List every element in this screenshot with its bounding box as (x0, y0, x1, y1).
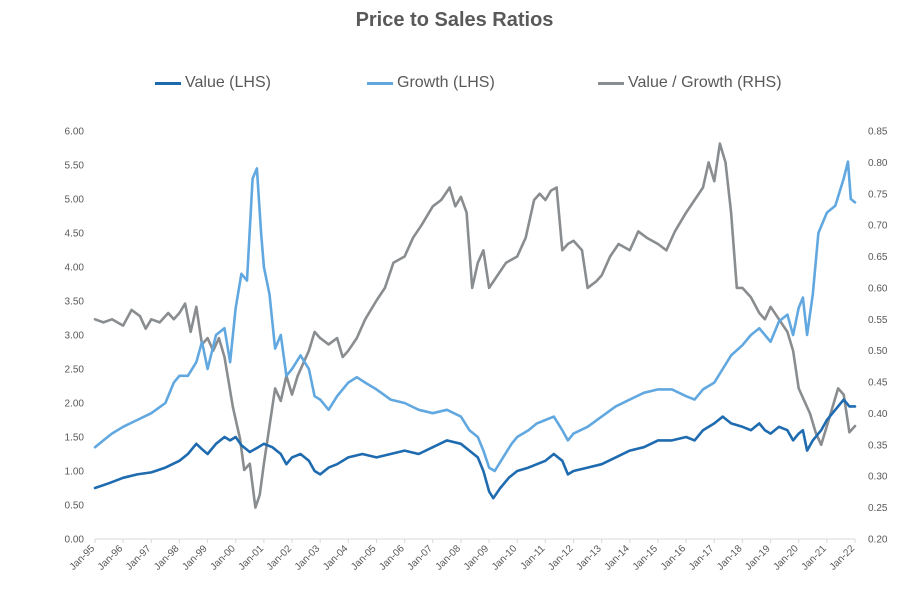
y-right-tick-label: 0.35 (868, 440, 888, 451)
y-right-tick-label: 0.30 (868, 472, 888, 483)
x-tick-label: Jan-14 (603, 543, 633, 573)
x-tick-label: Jan-06 (377, 543, 407, 573)
y-right-tick-label: 0.40 (868, 409, 888, 420)
x-tick-label: Jan-95 (68, 543, 98, 573)
y-right-tick-label: 0.50 (868, 346, 888, 357)
y-left-tick-label: 3.50 (65, 297, 85, 308)
y-right-tick-label: 0.65 (868, 252, 888, 263)
legend-label-ratio: Value / Growth (RHS) (628, 74, 782, 91)
y-right-tick-label: 0.55 (868, 315, 888, 326)
x-tick-label: Jan-16 (659, 543, 689, 573)
series-line-value (93, 398, 857, 500)
x-tick-label: Jan-00 (208, 543, 238, 573)
x-tick-label: Jan-08 (434, 543, 464, 573)
y-left-tick-label: 0.50 (65, 501, 85, 512)
legend-item-value: Value (LHS) (155, 74, 271, 92)
x-tick-label: Jan-07 (405, 543, 435, 573)
x-tick-label: Jan-01 (237, 543, 267, 573)
x-tick-label: Jan-13 (574, 543, 604, 573)
series-line-ratio (93, 142, 857, 509)
legend-item-ratio: Value / Growth (RHS) (598, 74, 782, 92)
x-tick-label: Jan-99 (180, 543, 210, 573)
y-right-tick-label: 0.70 (868, 221, 888, 232)
legend-swatch-growth (367, 81, 393, 85)
y-right-tick-label: 0.60 (868, 283, 888, 294)
legend-label-growth: Growth (LHS) (397, 74, 495, 91)
x-tick-label: Jan-11 (519, 543, 548, 572)
legend-label-value: Value (LHS) (185, 74, 271, 91)
legend-item-growth: Growth (LHS) (367, 74, 495, 92)
y-left-tick-label: 3.00 (65, 331, 85, 342)
x-tick-label: Jan-03 (293, 543, 323, 573)
legend-swatch-ratio (598, 81, 624, 85)
x-tick-label: Jan-17 (687, 543, 717, 573)
x-tick-label: Jan-02 (265, 543, 295, 573)
y-left-tick-label: 0.00 (65, 535, 85, 546)
y-left-tick-label: 2.00 (65, 399, 85, 410)
x-tick-label: Jan-15 (631, 543, 661, 573)
legend-swatch-value (155, 81, 181, 85)
x-tick-label: Jan-19 (743, 543, 773, 573)
x-tick-label: Jan-98 (152, 543, 182, 573)
y-left-tick-label: 5.50 (65, 161, 85, 172)
y-left-tick-label: 6.00 (65, 127, 85, 138)
x-tick-label: Jan-20 (771, 543, 801, 573)
y-right-tick-label: 0.85 (868, 127, 888, 138)
x-tick-label: Jan-96 (96, 543, 126, 573)
x-tick-label: Jan-05 (349, 543, 379, 573)
x-tick-label: Jan-22 (828, 543, 858, 573)
y-left-tick-label: 1.50 (65, 433, 85, 444)
y-left-tick-label: 1.00 (65, 467, 85, 478)
y-left-tick-label: 2.50 (65, 365, 85, 376)
chart-title: Price to Sales Ratios (355, 9, 554, 31)
y-right-tick-label: 0.80 (868, 158, 888, 169)
x-tick-label: Jan-21 (800, 543, 830, 573)
y-right-tick-label: 0.20 (868, 535, 888, 546)
y-left-tick-label: 5.00 (65, 195, 85, 206)
x-tick-label: Jan-18 (715, 543, 745, 573)
x-tick-label: Jan-12 (546, 543, 576, 573)
y-left-tick-label: 4.00 (65, 263, 85, 274)
y-left-tick-label: 4.50 (65, 229, 85, 240)
series-line-growth (93, 160, 857, 473)
x-tick-label: Jan-04 (321, 543, 351, 573)
y-right-tick-label: 0.75 (868, 189, 888, 200)
y-right-tick-label: 0.45 (868, 378, 888, 389)
chart-legend: Value (LHS) Growth (LHS) Value / Growth … (0, 74, 909, 98)
x-tick-label: Jan-09 (462, 543, 492, 573)
x-tick-label: Jan-10 (490, 543, 520, 573)
x-tick-label: Jan-97 (124, 543, 154, 573)
y-right-tick-label: 0.25 (868, 503, 888, 514)
